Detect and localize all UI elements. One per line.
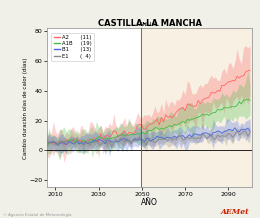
Text: ANUAL: ANUAL [139, 22, 160, 27]
Text: AEMet: AEMet [221, 208, 250, 216]
Y-axis label: Cambio duración olas de calor (días): Cambio duración olas de calor (días) [23, 57, 28, 159]
X-axis label: AÑO: AÑO [141, 198, 158, 207]
Title: CASTILLA-LA MANCHA: CASTILLA-LA MANCHA [98, 19, 202, 28]
Text: © Agencia Estatal de Meteorología: © Agencia Estatal de Meteorología [3, 213, 71, 217]
Bar [141, 28, 252, 187]
Legend: A2       (11), A1B     (19), B1       (13), E1       (  4): A2 (11), A1B (19), B1 (13), E1 ( 4) [51, 32, 94, 61]
